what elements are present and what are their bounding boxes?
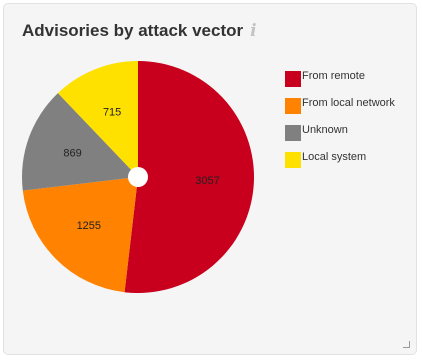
legend-item-from-local-network[interactable]: From local network bbox=[285, 98, 395, 125]
pie-slice-local-system[interactable] bbox=[57, 61, 138, 177]
legend-swatch bbox=[285, 125, 301, 141]
slice-value-label: 3057 bbox=[195, 175, 219, 187]
legend-label: Local system bbox=[302, 151, 367, 163]
resize-handle-icon[interactable] bbox=[403, 341, 410, 348]
legend-item-unknown[interactable]: Unknown bbox=[285, 125, 395, 152]
slice-value-label: 1255 bbox=[77, 220, 101, 232]
slice-value-label: 869 bbox=[63, 147, 81, 159]
chart-legend: From remote From local network Unknown Loca… bbox=[285, 71, 395, 179]
pie-slice-from-remote[interactable] bbox=[124, 61, 255, 293]
legend-label: From remote bbox=[302, 70, 365, 82]
legend-swatch bbox=[285, 152, 301, 168]
pie-center-hole bbox=[128, 167, 148, 187]
chart-title: Advisories by attack vector bbox=[22, 21, 244, 40]
legend-item-from-remote[interactable]: From remote bbox=[285, 71, 395, 98]
legend-swatch bbox=[285, 71, 301, 87]
slice-value-label: 715 bbox=[103, 106, 121, 118]
info-icon[interactable]: i bbox=[250, 21, 257, 41]
pie-slice-from-local-network[interactable] bbox=[22, 177, 138, 293]
legend-swatch bbox=[285, 98, 301, 114]
legend-label: Unknown bbox=[302, 124, 348, 136]
pie-slice-unknown[interactable] bbox=[21, 93, 138, 191]
chart-title-row: Advisories by attack vector i bbox=[22, 21, 257, 41]
legend-label: From local network bbox=[302, 97, 395, 109]
legend-item-local-system[interactable]: Local system bbox=[285, 152, 395, 179]
